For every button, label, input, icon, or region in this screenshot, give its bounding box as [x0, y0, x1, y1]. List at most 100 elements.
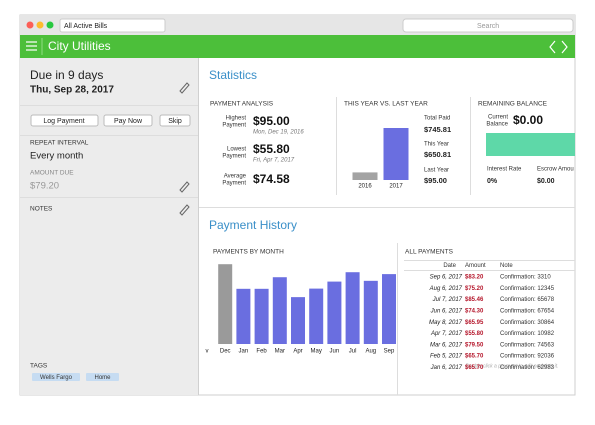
chart-title[interactable]: PAYMENTS BY MONTH [213, 249, 284, 256]
bar[interactable] [254, 288, 269, 344]
search-field[interactable] [402, 18, 574, 33]
section-title: Statistics [209, 68, 257, 82]
tag[interactable] [86, 373, 119, 381]
payment-amount[interactable]: $74.30 [465, 308, 484, 314]
minimize-button[interactable] [36, 21, 44, 29]
payment-amount[interactable]: $65.95 [465, 320, 484, 326]
payment-note[interactable]: Confirmation: 65678 [500, 297, 555, 303]
x-tick-label: Jun [330, 349, 340, 355]
x-tick-label: Feb [256, 349, 267, 355]
x-tick-label: May [311, 349, 322, 355]
header-title: City Utilities [48, 39, 111, 53]
payment-amount[interactable]: $55.80 [465, 331, 484, 337]
stat-label: Interest Rate [487, 167, 522, 173]
x-tick-label: Jul [349, 349, 357, 355]
pay-now-button[interactable] [103, 114, 153, 127]
bar[interactable] [363, 280, 378, 344]
stat-label: Payment [222, 181, 246, 187]
x-tick-label: Aug [365, 349, 376, 355]
stat-label: Payment [222, 154, 246, 160]
log-payment-button[interactable] [30, 114, 99, 127]
payment-note[interactable]: Confirmation: 12345 [500, 286, 555, 292]
payment-note[interactable]: Confirmation: 67654 [500, 308, 555, 314]
close-button[interactable] [26, 21, 34, 29]
x-tick-label: Mar [275, 349, 285, 355]
tag-label: Wells Fargo [40, 375, 73, 381]
panel-title: THIS YEAR VS. LAST YEAR [344, 101, 428, 108]
stat-label: Highest [226, 116, 247, 122]
payment-amount[interactable]: $79.50 [465, 342, 484, 348]
payment-note[interactable]: Confirmation: 30864 [500, 320, 555, 326]
bar[interactable] [383, 128, 409, 180]
stat-amount: $74.58 [253, 172, 290, 186]
payment-date[interactable]: Jan 6, 2017 [430, 365, 463, 371]
bar[interactable] [272, 277, 287, 344]
x-tick-label: 2017 [389, 184, 403, 190]
payment-amount[interactable]: $65.70 [465, 354, 484, 360]
table-footer: Double-click a payment to edit or delete… [465, 363, 558, 369]
due-date: Thu, Sep 28, 2017 [30, 85, 114, 96]
bar[interactable] [291, 297, 305, 344]
zoom-button[interactable] [46, 21, 54, 29]
payment-date[interactable]: Mar 6, 2017 [430, 342, 463, 348]
field-label: NOTES [30, 206, 53, 213]
skip-button[interactable] [159, 114, 191, 127]
payment-date[interactable]: Jun 6, 2017 [430, 308, 463, 314]
edit-icon[interactable] [179, 204, 190, 216]
stat-amount: $95.00 [253, 114, 290, 128]
bar[interactable] [352, 172, 378, 180]
bar[interactable] [382, 274, 396, 344]
stat-amount: $0.00 [513, 113, 543, 127]
tag[interactable] [32, 373, 80, 381]
payment-date[interactable]: Aug 6, 2017 [429, 286, 463, 292]
edit-icon[interactable] [179, 181, 190, 193]
button-label: Pay Now [114, 118, 143, 125]
menu-icon[interactable] [26, 41, 37, 51]
stat-label: This Year [424, 142, 449, 148]
x-tick-label: v [206, 349, 209, 355]
payment-date[interactable]: Sep 6, 2017 [430, 275, 463, 281]
payment-date[interactable]: Apr 7, 2017 [430, 331, 463, 337]
stat-value: $0.00 [537, 178, 555, 185]
stat-label: Total Paid [424, 116, 450, 122]
payment-note[interactable]: Confirmation: 74563 [500, 342, 555, 348]
nav-arrows[interactable] [549, 40, 568, 54]
payment-amount[interactable]: $83.20 [465, 275, 484, 281]
edit-icon[interactable] [179, 82, 190, 94]
payment-date[interactable]: Jul 7, 2017 [432, 297, 463, 303]
payment-amount[interactable]: $75.20 [465, 286, 484, 292]
payment-note[interactable]: Confirmation: 92036 [500, 354, 555, 360]
payment-note[interactable]: Confirmation: 3310 [500, 275, 551, 281]
filter-dropdown[interactable] [59, 18, 166, 33]
tag-label: Home [94, 375, 111, 381]
balance-bar [486, 133, 575, 156]
stat-label: Current [488, 115, 508, 121]
stat-amount: $55.80 [253, 142, 290, 156]
bar[interactable] [345, 272, 360, 344]
stat-date: Fri, Apr 7, 2017 [253, 158, 295, 164]
bar[interactable] [218, 264, 233, 344]
bar[interactable] [236, 288, 251, 344]
payment-amount[interactable]: $85.46 [465, 297, 484, 303]
stat-label: Escrow Amou [537, 167, 574, 173]
field-label: REPEAT INTERVAL [30, 140, 89, 147]
x-tick-label: Dec [220, 349, 231, 355]
payment-amount[interactable]: $65.70 [465, 365, 484, 371]
column-header[interactable]: Note [500, 263, 513, 269]
bar[interactable] [327, 281, 342, 344]
payment-note[interactable]: Confirmation: 10982 [500, 331, 555, 337]
column-header[interactable]: Date [443, 263, 456, 269]
column-header[interactable]: Amount [465, 263, 486, 269]
x-tick-label: 2016 [358, 184, 372, 190]
bar[interactable] [309, 288, 324, 344]
x-tick-label: Apr [293, 349, 302, 355]
field-label: TAGS [30, 363, 48, 370]
payment-note[interactable]: Confirmation: 62983 [500, 365, 555, 371]
field-value: Every month [30, 151, 83, 162]
due-text: Due in 9 days [30, 68, 103, 82]
stat-label: Average [224, 174, 247, 180]
button-label: Skip [168, 118, 182, 125]
payment-date[interactable]: Feb 5, 2017 [430, 354, 463, 360]
stat-date: Mon, Dec 19, 2016 [253, 130, 304, 136]
payment-date[interactable]: May 8, 2017 [429, 320, 463, 326]
